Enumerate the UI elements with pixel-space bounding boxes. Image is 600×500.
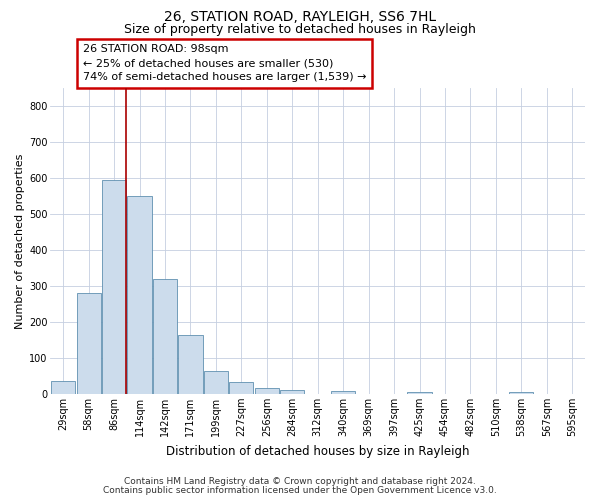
Bar bbox=[204, 370, 228, 394]
Text: Contains HM Land Registry data © Crown copyright and database right 2024.: Contains HM Land Registry data © Crown c… bbox=[124, 477, 476, 486]
Bar bbox=[153, 279, 177, 394]
Text: 26, STATION ROAD, RAYLEIGH, SS6 7HL: 26, STATION ROAD, RAYLEIGH, SS6 7HL bbox=[164, 10, 436, 24]
Bar bbox=[407, 392, 431, 394]
Text: 26 STATION ROAD: 98sqm
← 25% of detached houses are smaller (530)
74% of semi-de: 26 STATION ROAD: 98sqm ← 25% of detached… bbox=[83, 44, 366, 82]
Text: Size of property relative to detached houses in Rayleigh: Size of property relative to detached ho… bbox=[124, 22, 476, 36]
Bar bbox=[255, 388, 279, 394]
Bar bbox=[509, 392, 533, 394]
Bar bbox=[102, 180, 126, 394]
Bar bbox=[127, 196, 152, 394]
Y-axis label: Number of detached properties: Number of detached properties bbox=[15, 154, 25, 328]
Bar bbox=[51, 382, 75, 394]
Bar bbox=[178, 334, 203, 394]
Bar bbox=[77, 293, 101, 394]
Bar bbox=[229, 382, 253, 394]
X-axis label: Distribution of detached houses by size in Rayleigh: Distribution of detached houses by size … bbox=[166, 444, 469, 458]
Text: Contains public sector information licensed under the Open Government Licence v3: Contains public sector information licen… bbox=[103, 486, 497, 495]
Bar bbox=[280, 390, 304, 394]
Bar bbox=[331, 391, 355, 394]
